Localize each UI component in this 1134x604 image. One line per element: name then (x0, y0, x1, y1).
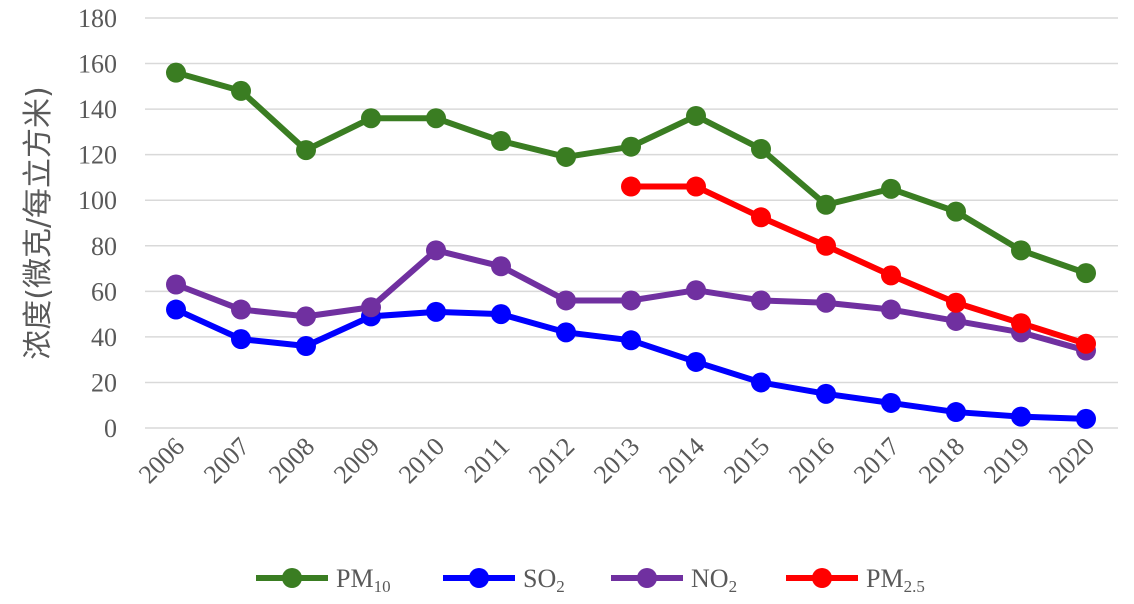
y-tick-label: 40 (91, 323, 117, 352)
x-tick-label: 2012 (523, 432, 580, 489)
data-point-so2 (426, 301, 446, 322)
data-point-so2 (1011, 406, 1031, 427)
data-point-no2 (686, 280, 706, 301)
data-point-pm10 (621, 136, 641, 157)
y-tick-label: 140 (78, 95, 117, 124)
legend-label-no2: NO2 (691, 564, 737, 596)
data-point-so2 (621, 330, 641, 351)
x-tick-label: 2015 (718, 432, 775, 489)
legend-label-so2: SO2 (523, 564, 565, 596)
data-point-pm10 (751, 138, 771, 159)
data-point-so2 (946, 402, 966, 423)
data-point-no2 (816, 292, 836, 313)
data-point-pm25 (751, 207, 771, 228)
y-tick-label: 20 (91, 368, 117, 397)
y-tick-label: 60 (91, 277, 117, 306)
data-point-no2 (361, 297, 381, 318)
data-point-pm25 (1011, 313, 1031, 334)
x-tick-label: 2020 (1043, 432, 1100, 489)
x-tick-label: 2017 (848, 432, 905, 489)
y-tick-label: 80 (91, 232, 117, 261)
data-point-pm10 (686, 105, 706, 126)
data-point-pm10 (1076, 263, 1096, 284)
data-point-pm10 (881, 178, 901, 199)
data-point-no2 (621, 290, 641, 311)
data-point-so2 (296, 336, 316, 356)
y-tick-label: 160 (78, 50, 117, 79)
data-point-pm10 (491, 131, 511, 151)
data-point-so2 (556, 322, 576, 343)
legend-marker-so2 (469, 568, 489, 588)
data-point-so2 (231, 329, 251, 350)
data-point-pm10 (946, 201, 966, 222)
y-tick-label: 180 (78, 4, 117, 33)
legend-label-pm10: PM10 (336, 564, 391, 596)
series-line-pm25 (631, 183, 1087, 347)
x-axis-tick-labels: 2006 2007 2008 2009 2010 2011 2012 2013 2014 2015… (133, 432, 1100, 489)
data-point-pm10 (296, 140, 316, 161)
legend-marker-pm25 (812, 568, 832, 588)
x-tick-label: 2011 (459, 432, 516, 489)
legend-label-pm25: PM2.5 (866, 564, 925, 596)
data-point-pm25 (1076, 333, 1096, 354)
data-point-pm10 (1011, 240, 1031, 261)
data-point-pm10 (556, 146, 576, 167)
x-tick-label: 2006 (133, 432, 190, 489)
series-line-pm10 (175, 69, 1087, 276)
x-tick-label: 2013 (588, 432, 645, 489)
data-point-so2 (166, 299, 186, 320)
y-tick-label: 100 (78, 186, 117, 215)
x-tick-label: 2010 (393, 432, 450, 489)
data-point-no2 (426, 240, 446, 261)
x-tick-label: 2009 (328, 432, 385, 489)
x-tick-label: 2008 (263, 432, 320, 489)
data-point-pm25 (621, 176, 641, 197)
data-point-pm10 (816, 194, 836, 215)
legend: PM10 SO2 NO2 PM2.5 (256, 564, 925, 596)
data-point-no2 (231, 299, 251, 320)
data-point-no2 (166, 274, 186, 295)
data-point-pm25 (686, 176, 706, 197)
data-point-so2 (816, 383, 836, 404)
y-tick-label: 0 (104, 414, 117, 443)
data-point-no2 (751, 290, 771, 311)
data-point-pm10 (231, 80, 251, 101)
legend-marker-pm10 (282, 568, 302, 588)
data-point-no2 (296, 306, 316, 327)
x-tick-label: 2016 (783, 432, 840, 489)
data-point-no2 (491, 256, 511, 277)
data-point-pm10 (166, 62, 186, 83)
data-point-pm25 (881, 265, 901, 286)
data-point-so2 (751, 372, 771, 393)
data-point-pm25 (816, 235, 836, 256)
data-point-no2 (946, 310, 966, 331)
y-axis-tick-labels: 0 20 40 60 80 100 120 140 160 180 (78, 4, 117, 443)
data-point-so2 (491, 304, 511, 325)
y-tick-label: 120 (78, 141, 117, 170)
data-point-pm10 (361, 108, 381, 129)
data-point-so2 (881, 392, 901, 413)
data-point-pm25 (946, 292, 966, 313)
data-point-no2 (556, 290, 576, 311)
x-tick-label: 2019 (978, 432, 1035, 489)
data-point-no2 (881, 299, 901, 320)
x-tick-label: 2007 (198, 432, 255, 489)
data-point-so2 (1076, 408, 1096, 429)
x-tick-label: 2018 (913, 432, 970, 489)
series-points (166, 62, 1096, 429)
data-point-pm10 (426, 108, 446, 129)
data-point-so2 (686, 351, 706, 372)
y-axis-label: 浓度(微克/每立方米) (21, 86, 56, 360)
x-tick-label: 2014 (653, 432, 710, 489)
legend-marker-no2 (637, 568, 657, 588)
